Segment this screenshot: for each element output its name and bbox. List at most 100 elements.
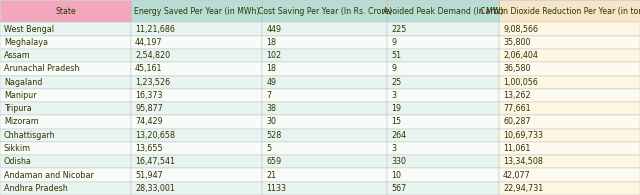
FancyBboxPatch shape [0, 142, 131, 155]
FancyBboxPatch shape [387, 0, 499, 22]
Text: Manipur: Manipur [4, 91, 36, 100]
FancyBboxPatch shape [0, 168, 131, 182]
FancyBboxPatch shape [0, 102, 131, 115]
FancyBboxPatch shape [131, 168, 262, 182]
FancyBboxPatch shape [387, 36, 499, 49]
Text: 21: 21 [266, 171, 276, 180]
FancyBboxPatch shape [0, 129, 131, 142]
FancyBboxPatch shape [262, 142, 387, 155]
FancyBboxPatch shape [131, 182, 262, 195]
FancyBboxPatch shape [131, 36, 262, 49]
FancyBboxPatch shape [0, 155, 131, 168]
Text: Mizoram: Mizoram [4, 117, 38, 127]
FancyBboxPatch shape [262, 129, 387, 142]
Text: 51,947: 51,947 [135, 171, 163, 180]
FancyBboxPatch shape [131, 0, 262, 22]
FancyBboxPatch shape [262, 49, 387, 62]
Text: 51: 51 [391, 51, 401, 60]
FancyBboxPatch shape [0, 115, 131, 129]
Text: 264: 264 [391, 131, 406, 140]
FancyBboxPatch shape [131, 75, 262, 89]
FancyBboxPatch shape [499, 182, 640, 195]
Text: 36,580: 36,580 [503, 64, 531, 73]
Text: 1133: 1133 [266, 184, 286, 193]
FancyBboxPatch shape [262, 182, 387, 195]
Text: 13,34,508: 13,34,508 [503, 157, 543, 166]
FancyBboxPatch shape [499, 155, 640, 168]
FancyBboxPatch shape [262, 168, 387, 182]
Text: 19: 19 [391, 104, 401, 113]
FancyBboxPatch shape [499, 22, 640, 36]
Text: Tripura: Tripura [4, 104, 31, 113]
Text: Sikkim: Sikkim [4, 144, 31, 153]
Text: 3: 3 [391, 91, 396, 100]
Text: 35,800: 35,800 [503, 38, 531, 47]
FancyBboxPatch shape [0, 0, 131, 22]
Text: 13,20,658: 13,20,658 [135, 131, 175, 140]
Text: 25: 25 [391, 78, 401, 87]
FancyBboxPatch shape [131, 102, 262, 115]
FancyBboxPatch shape [0, 36, 131, 49]
Text: 16,47,541: 16,47,541 [135, 157, 175, 166]
Text: 22,94,731: 22,94,731 [503, 184, 543, 193]
FancyBboxPatch shape [387, 102, 499, 115]
FancyBboxPatch shape [499, 49, 640, 62]
Text: Cost Saving Per Year (In Rs. Crore): Cost Saving Per Year (In Rs. Crore) [258, 7, 392, 16]
FancyBboxPatch shape [0, 182, 131, 195]
Text: 10: 10 [391, 171, 401, 180]
Text: 330: 330 [391, 157, 406, 166]
Text: 9,08,566: 9,08,566 [503, 25, 538, 34]
FancyBboxPatch shape [262, 89, 387, 102]
FancyBboxPatch shape [499, 36, 640, 49]
Text: 1,00,056: 1,00,056 [503, 78, 538, 87]
FancyBboxPatch shape [131, 115, 262, 129]
Text: 77,661: 77,661 [503, 104, 531, 113]
FancyBboxPatch shape [387, 142, 499, 155]
Text: 28,33,001: 28,33,001 [135, 184, 175, 193]
Text: Avoided Peak Demand (In MW): Avoided Peak Demand (In MW) [383, 7, 504, 16]
FancyBboxPatch shape [499, 129, 640, 142]
Text: 102: 102 [266, 51, 282, 60]
Text: 449: 449 [266, 25, 282, 34]
Text: 9: 9 [391, 38, 396, 47]
FancyBboxPatch shape [387, 115, 499, 129]
Text: 225: 225 [391, 25, 406, 34]
FancyBboxPatch shape [262, 102, 387, 115]
FancyBboxPatch shape [0, 22, 131, 36]
Text: 11,061: 11,061 [503, 144, 531, 153]
Text: Arunachal Pradesh: Arunachal Pradesh [4, 64, 79, 73]
Text: Assam: Assam [4, 51, 31, 60]
FancyBboxPatch shape [262, 75, 387, 89]
Text: 11,21,686: 11,21,686 [135, 25, 175, 34]
FancyBboxPatch shape [387, 49, 499, 62]
Text: Meghalaya: Meghalaya [4, 38, 48, 47]
Text: 2,06,404: 2,06,404 [503, 51, 538, 60]
Text: 528: 528 [266, 131, 282, 140]
FancyBboxPatch shape [387, 89, 499, 102]
Text: Carbon Dioxide Reduction Per Year (in tonnes): Carbon Dioxide Reduction Per Year (in to… [479, 7, 640, 16]
Text: 9: 9 [391, 64, 396, 73]
FancyBboxPatch shape [387, 182, 499, 195]
Text: 659: 659 [266, 157, 282, 166]
FancyBboxPatch shape [499, 62, 640, 75]
FancyBboxPatch shape [0, 62, 131, 75]
Text: Nagaland: Nagaland [4, 78, 42, 87]
FancyBboxPatch shape [131, 155, 262, 168]
FancyBboxPatch shape [387, 155, 499, 168]
Text: 95,877: 95,877 [135, 104, 163, 113]
Text: 18: 18 [266, 64, 276, 73]
FancyBboxPatch shape [387, 62, 499, 75]
Text: 567: 567 [391, 184, 406, 193]
Text: 49: 49 [266, 78, 276, 87]
FancyBboxPatch shape [0, 49, 131, 62]
Text: 1,23,526: 1,23,526 [135, 78, 170, 87]
Text: 45,161: 45,161 [135, 64, 163, 73]
FancyBboxPatch shape [262, 0, 387, 22]
Text: 10,69,733: 10,69,733 [503, 131, 543, 140]
FancyBboxPatch shape [499, 168, 640, 182]
Text: 15: 15 [391, 117, 401, 127]
Text: 42,077: 42,077 [503, 171, 531, 180]
FancyBboxPatch shape [499, 142, 640, 155]
Text: State: State [55, 7, 76, 16]
FancyBboxPatch shape [0, 75, 131, 89]
